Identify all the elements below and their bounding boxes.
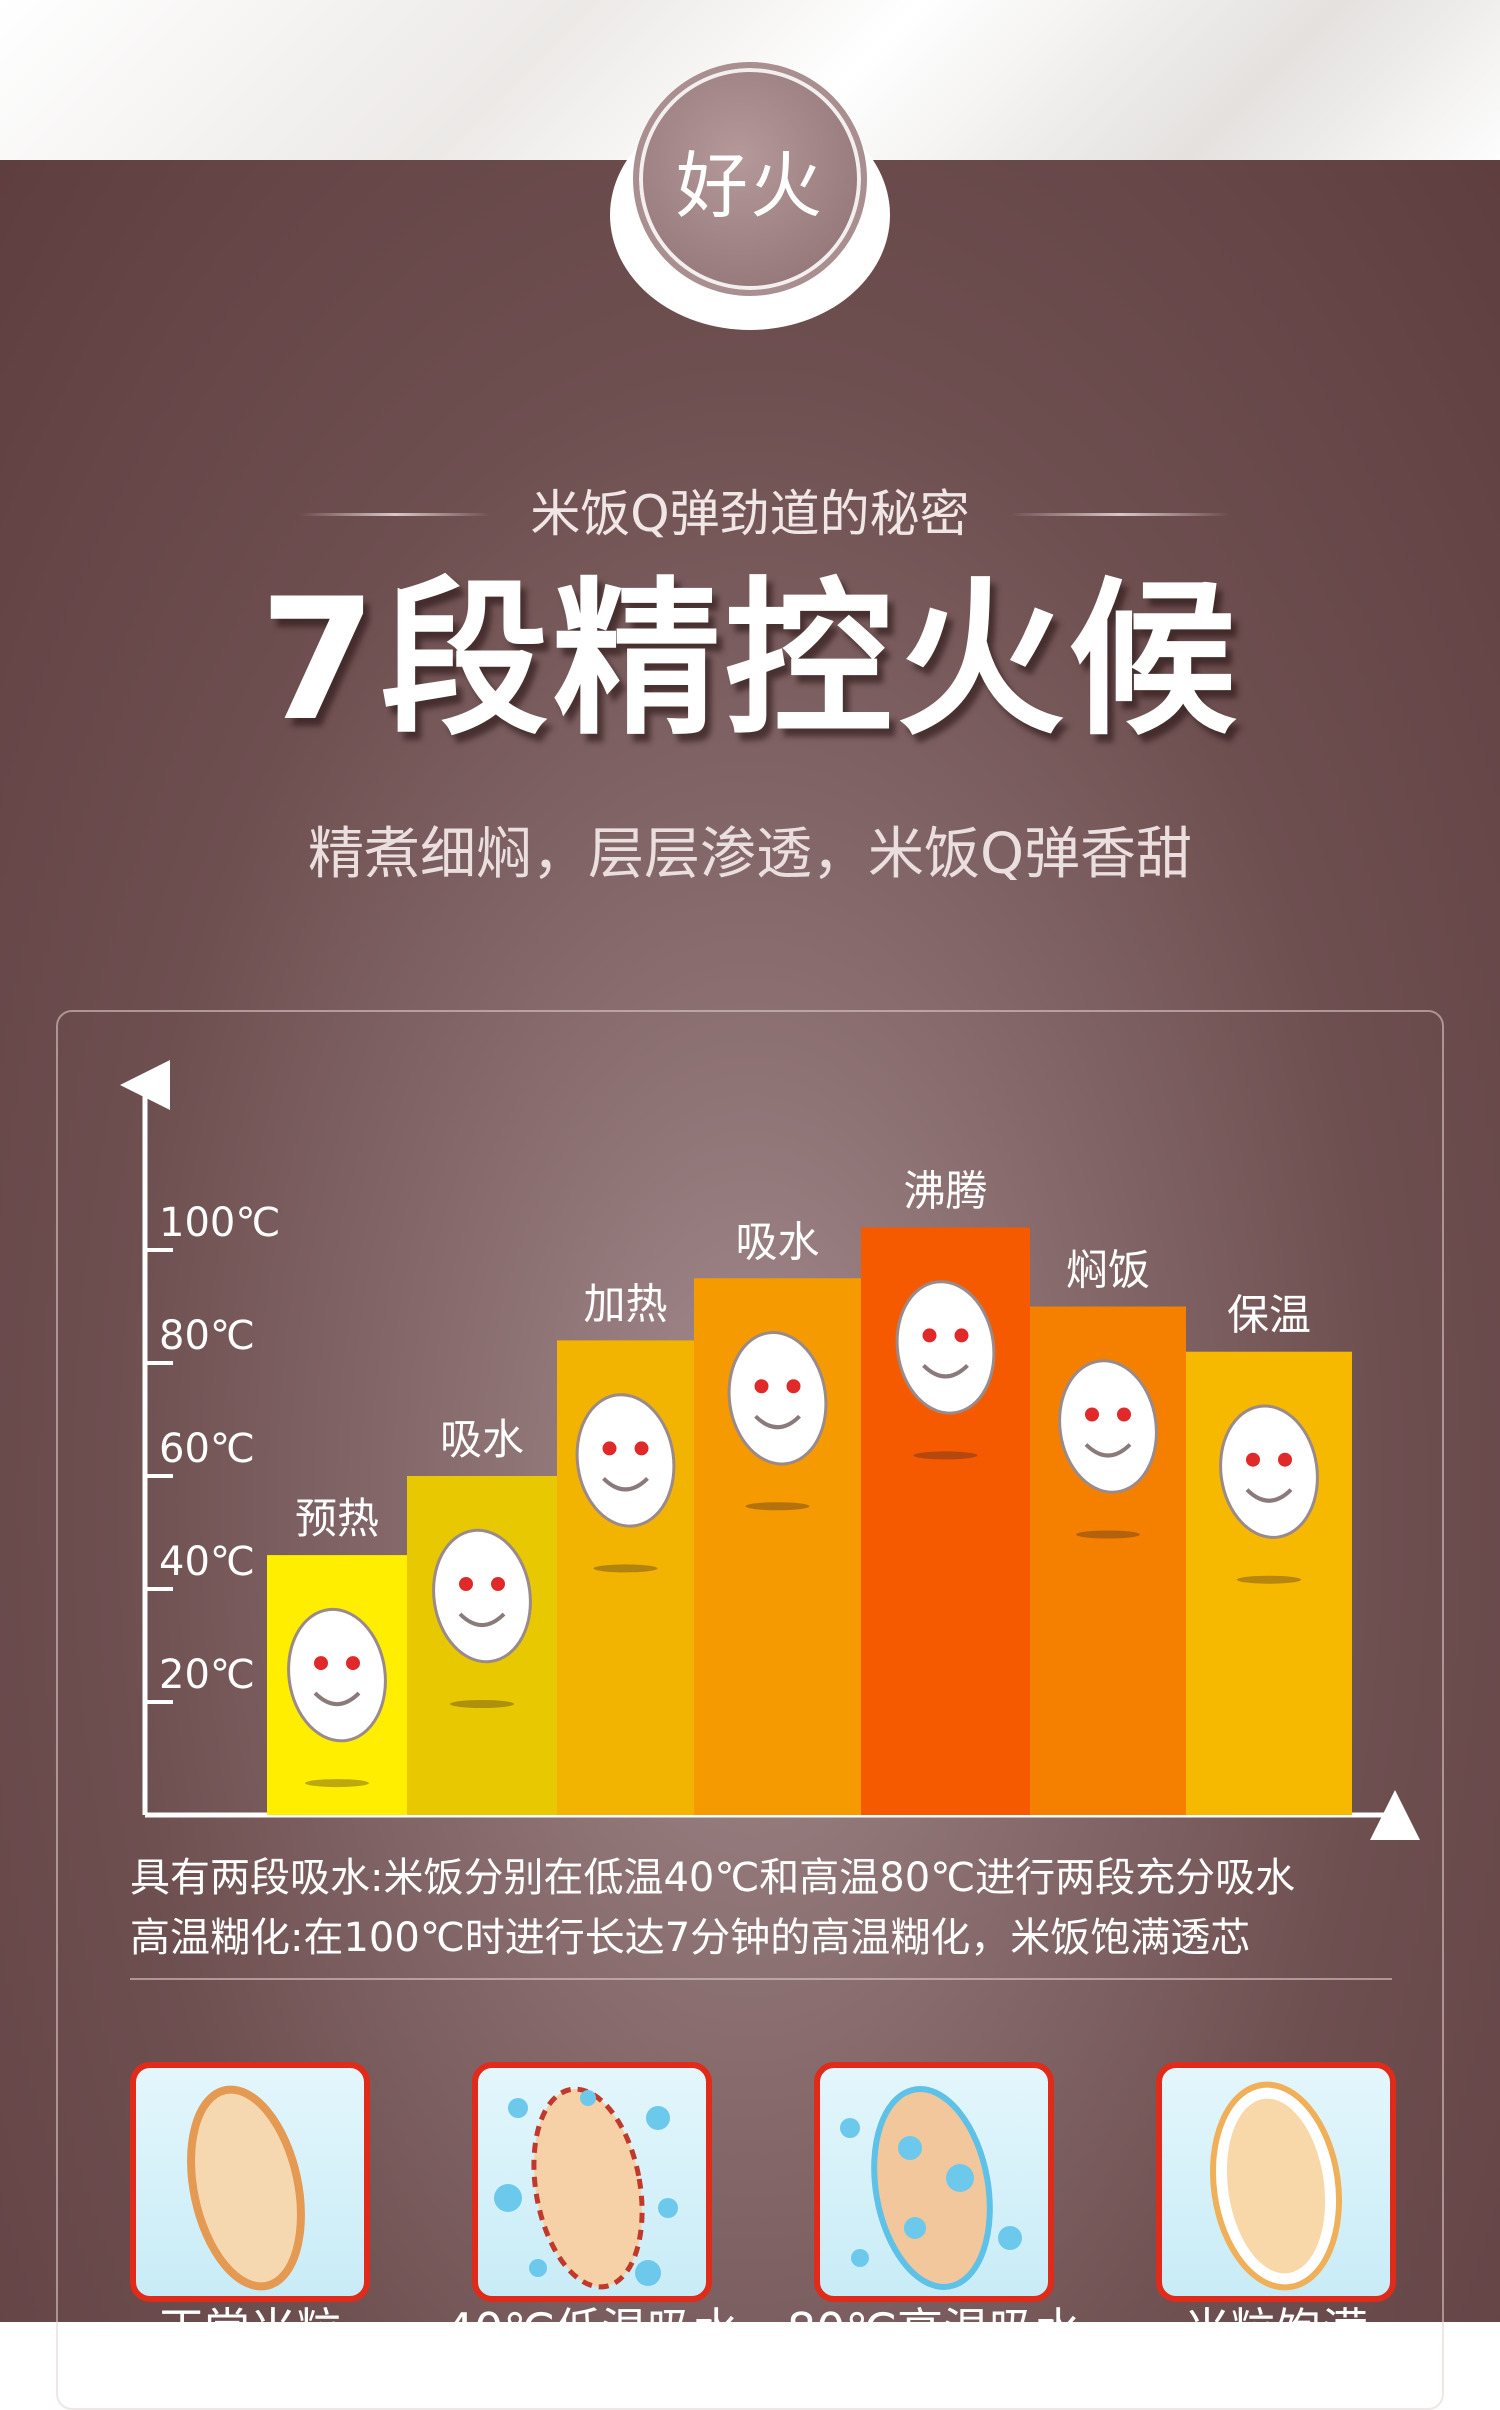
y-tick-label: 100℃	[159, 1200, 280, 1246]
bar-group: 保温	[1186, 1291, 1352, 1815]
rice-mascot-icon	[432, 1528, 532, 1708]
rice-full-icon	[1156, 2062, 1396, 2302]
bar-label: 焖饭	[1066, 1246, 1150, 1295]
note-two-stage-soak: 具有两段吸水:米饭分别在低温40℃和高温80℃进行两段充分吸水	[130, 1855, 1296, 1901]
rice-mascot-icon	[895, 1280, 996, 1460]
y-tick-label: 60℃	[159, 1426, 255, 1472]
rice-label-low-temp: 40℃低温吸水	[444, 2303, 740, 2357]
y-tick-label: 20℃	[159, 1652, 255, 1698]
rice-mascot-icon	[727, 1331, 828, 1511]
rice-grain-icon	[130, 2062, 370, 2302]
rice-steam-icon	[814, 2062, 1054, 2302]
bar-group: 焖饭	[1030, 1246, 1186, 1815]
section-badge-label: 好火	[675, 143, 824, 228]
bar-label: 沸腾	[903, 1166, 987, 1215]
rice-mascot-icon	[1219, 1404, 1319, 1584]
bar-group: 吸水	[407, 1415, 557, 1815]
bar-group: 沸腾	[861, 1166, 1030, 1815]
rice-label-full: 米粒饱满	[1184, 2303, 1368, 2357]
bar-label: 吸水	[735, 1217, 819, 1266]
bar-label: 保温	[1227, 1291, 1311, 1340]
rice-label-high-temp: 80℃高温吸水	[786, 2303, 1082, 2357]
rice-water-icon	[472, 2062, 712, 2302]
subtitle-right-line	[1010, 513, 1230, 516]
bar-group: 预热	[267, 1494, 407, 1815]
bar-label: 预热	[295, 1494, 379, 1543]
bar-label: 吸水	[440, 1415, 524, 1464]
subtitle-left-line	[300, 513, 490, 516]
y-tick-label: 80℃	[159, 1313, 255, 1359]
y-tick-label: 40℃	[159, 1539, 255, 1585]
rice-label-normal: 正常米粒	[158, 2303, 342, 2357]
chart-y-ticks: 20℃ 40℃ 60℃ 80℃ 100℃	[145, 1200, 280, 1704]
subtitle-row: 米饭Q弹劲道的秘密	[0, 484, 1500, 544]
page-title: 7段精控火候	[259, 562, 1241, 758]
note-gelatinization: 高温糊化:在100℃时进行长达7分钟的高温糊化，米饭饱满透芯	[130, 1915, 1251, 1961]
section-badge: 好火	[633, 62, 867, 296]
bar-group: 吸水	[694, 1217, 861, 1815]
subtitle: 米饭Q弹劲道的秘密	[530, 485, 970, 543]
rice-mascot-icon	[287, 1607, 387, 1788]
rice-mascot-icon	[575, 1393, 676, 1573]
brown-panel-background	[0, 160, 1500, 2322]
rice-mascot-icon	[1058, 1359, 1158, 1539]
bar-group: 加热	[557, 1279, 694, 1815]
bar-label: 加热	[583, 1279, 667, 1328]
notes-divider	[130, 1978, 1392, 1980]
tagline: 精煮细焖，层层渗透，米饭Q弹香甜	[307, 822, 1193, 887]
